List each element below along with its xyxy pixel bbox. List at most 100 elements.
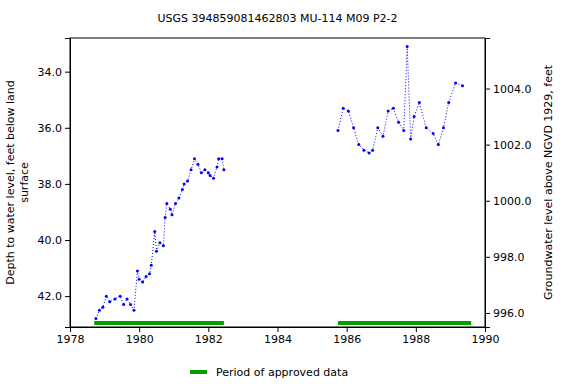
tick-mark bbox=[65, 240, 70, 241]
data-point bbox=[342, 107, 345, 110]
data-point bbox=[145, 275, 148, 278]
data-point bbox=[437, 143, 440, 146]
tick-mark bbox=[208, 327, 209, 332]
tick-label: 1000.0 bbox=[493, 195, 532, 208]
data-point bbox=[406, 45, 409, 48]
tick: 34.0 bbox=[38, 66, 71, 79]
tick-label: 1988 bbox=[402, 333, 430, 346]
tick-label: 1984 bbox=[264, 333, 292, 346]
data-point bbox=[222, 168, 225, 171]
tick-mark bbox=[485, 89, 490, 90]
data-point bbox=[119, 295, 122, 298]
tick-mark bbox=[278, 327, 279, 332]
data-point bbox=[221, 157, 224, 160]
tick: 1988 bbox=[402, 327, 430, 346]
y-axis-title: surface bbox=[18, 162, 31, 203]
data-point bbox=[94, 317, 97, 320]
tick-mark bbox=[485, 201, 490, 202]
data-point bbox=[409, 138, 412, 141]
tick-label: 1982 bbox=[195, 333, 223, 346]
x-axis: 1978 1980 1982 1984 1986 1988 1990 bbox=[57, 327, 500, 346]
data-point bbox=[181, 188, 184, 191]
data-point bbox=[105, 295, 108, 298]
tick-label: 38.0 bbox=[38, 178, 63, 191]
tick: 1000.0 bbox=[485, 195, 532, 208]
data-point bbox=[413, 115, 416, 118]
tick-label: 1986 bbox=[333, 333, 361, 346]
data-point bbox=[155, 250, 158, 253]
data-point bbox=[193, 157, 196, 160]
tick-label: 34.0 bbox=[38, 66, 63, 79]
data-point bbox=[337, 129, 340, 132]
title: USGS 394859081462803 MU-114 M09 P2-2 bbox=[157, 12, 397, 25]
approved-period bbox=[94, 321, 224, 325]
axis-line bbox=[65, 39, 71, 328]
data-point bbox=[126, 297, 129, 300]
data-point bbox=[381, 135, 384, 138]
tick-mark bbox=[65, 128, 70, 129]
axis-line bbox=[71, 328, 486, 333]
data-point bbox=[108, 300, 111, 303]
data-point bbox=[376, 126, 379, 129]
legend-swatch bbox=[190, 370, 207, 374]
data-point bbox=[432, 132, 435, 135]
tick-mark bbox=[416, 327, 417, 332]
tick-label: 1978 bbox=[57, 333, 85, 346]
data-point bbox=[347, 109, 350, 112]
data-point bbox=[425, 126, 428, 129]
tick-mark bbox=[65, 296, 70, 297]
tick: 996.0 bbox=[485, 307, 525, 320]
data-point bbox=[352, 126, 355, 129]
data-point bbox=[371, 149, 374, 152]
tick-label: 1980 bbox=[126, 333, 154, 346]
tick-label: 40.0 bbox=[38, 234, 63, 247]
data-point bbox=[158, 241, 161, 244]
data-point bbox=[215, 166, 218, 169]
tick: 1986 bbox=[333, 327, 361, 346]
tick-mark bbox=[485, 257, 490, 258]
data-point bbox=[200, 171, 203, 174]
data-point bbox=[387, 109, 390, 112]
plot-area bbox=[94, 45, 471, 323]
tick: 36.0 bbox=[38, 122, 71, 135]
tick-label: 996.0 bbox=[493, 307, 525, 320]
axis-line bbox=[486, 39, 491, 328]
legend-label: Period of approved data bbox=[216, 366, 348, 379]
tick-label: 998.0 bbox=[493, 251, 525, 264]
tick: 1990 bbox=[472, 327, 500, 346]
plot-frame bbox=[70, 38, 485, 327]
data-point bbox=[186, 180, 189, 183]
tick-mark bbox=[139, 327, 140, 332]
data-point bbox=[368, 152, 371, 155]
data-point bbox=[98, 309, 101, 312]
data-point bbox=[153, 230, 156, 233]
data-point bbox=[132, 309, 135, 312]
data-point bbox=[101, 306, 104, 309]
tick-label: 1002.0 bbox=[493, 139, 532, 152]
tick-mark bbox=[347, 327, 348, 332]
data-point bbox=[397, 121, 400, 124]
tick-mark bbox=[65, 184, 70, 185]
data-point bbox=[113, 297, 116, 300]
tick: 1978 bbox=[57, 327, 85, 346]
data-point bbox=[217, 157, 220, 160]
data-point bbox=[190, 168, 193, 171]
data-point bbox=[171, 213, 174, 216]
data-point bbox=[150, 264, 153, 267]
tick: 42.0 bbox=[38, 290, 71, 303]
tick-label: 1004.0 bbox=[493, 83, 532, 96]
tick: 38.0 bbox=[38, 178, 71, 191]
tick: 1984 bbox=[264, 327, 292, 346]
chart: 1978 1980 1982 1984 1986 1988 1990 34.0 36.0 38.0… bbox=[0, 0, 576, 384]
tick: 40.0 bbox=[38, 234, 71, 247]
data-point bbox=[177, 196, 180, 199]
data-point bbox=[447, 101, 450, 104]
data-point bbox=[183, 182, 186, 185]
data-point bbox=[196, 163, 199, 166]
data-point bbox=[165, 202, 168, 205]
tick: 1980 bbox=[126, 327, 154, 346]
data-point bbox=[174, 202, 177, 205]
data-point bbox=[392, 107, 395, 110]
data-point bbox=[138, 278, 141, 281]
data-point bbox=[203, 168, 206, 171]
